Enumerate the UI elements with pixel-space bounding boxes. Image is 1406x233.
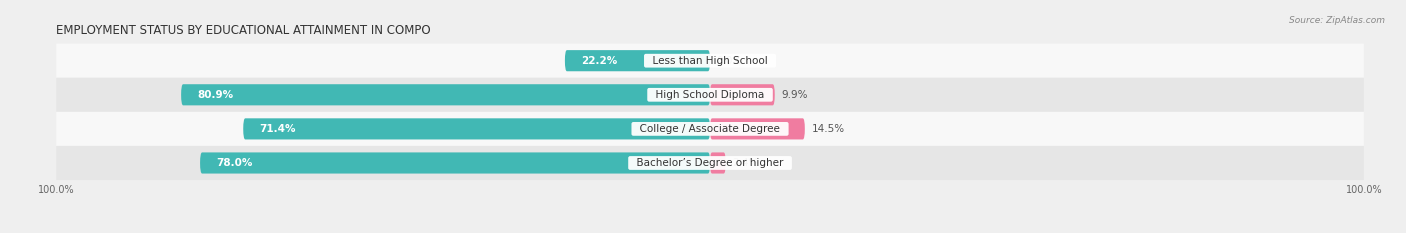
Text: College / Associate Degree: College / Associate Degree [633, 124, 787, 134]
Text: EMPLOYMENT STATUS BY EDUCATIONAL ATTAINMENT IN COMPO: EMPLOYMENT STATUS BY EDUCATIONAL ATTAINM… [56, 24, 430, 37]
FancyBboxPatch shape [710, 118, 804, 140]
Text: Source: ZipAtlas.com: Source: ZipAtlas.com [1289, 16, 1385, 25]
FancyBboxPatch shape [565, 50, 710, 71]
Text: High School Diploma: High School Diploma [650, 90, 770, 100]
Text: 71.4%: 71.4% [260, 124, 297, 134]
FancyBboxPatch shape [56, 146, 1364, 180]
FancyBboxPatch shape [710, 152, 725, 174]
FancyBboxPatch shape [243, 118, 710, 140]
FancyBboxPatch shape [56, 78, 1364, 112]
Text: 0.0%: 0.0% [717, 56, 742, 66]
FancyBboxPatch shape [710, 84, 775, 105]
Text: Less than High School: Less than High School [645, 56, 775, 66]
FancyBboxPatch shape [56, 112, 1364, 146]
Text: 9.9%: 9.9% [782, 90, 808, 100]
Text: 78.0%: 78.0% [217, 158, 253, 168]
FancyBboxPatch shape [56, 44, 1364, 78]
Text: 22.2%: 22.2% [581, 56, 617, 66]
FancyBboxPatch shape [181, 84, 710, 105]
Text: 14.5%: 14.5% [811, 124, 845, 134]
Text: Bachelor’s Degree or higher: Bachelor’s Degree or higher [630, 158, 790, 168]
Text: 2.4%: 2.4% [733, 158, 759, 168]
Text: 80.9%: 80.9% [197, 90, 233, 100]
FancyBboxPatch shape [200, 152, 710, 174]
